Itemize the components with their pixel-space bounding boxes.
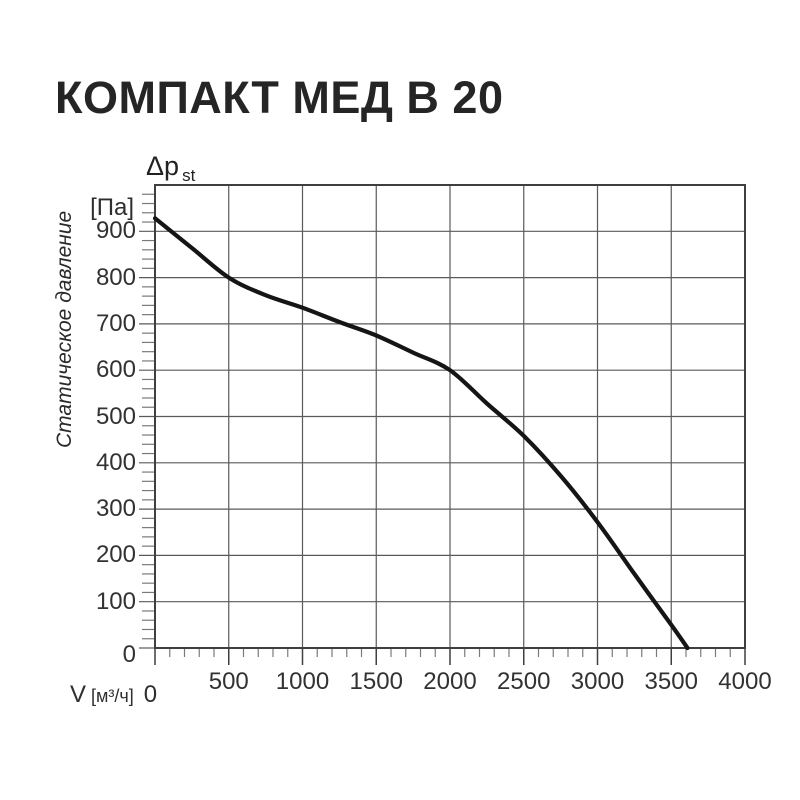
plot-border bbox=[154, 184, 746, 649]
y-tick-label: 700 bbox=[95, 309, 136, 337]
x-tick-label: 4000 bbox=[718, 668, 772, 695]
x-tick-label: 2500 bbox=[497, 668, 551, 695]
pressure-curve bbox=[152, 216, 690, 651]
page-title: КОМПАКТ МЕД В 20 bbox=[55, 72, 504, 123]
y-axis-symbol: Δp st bbox=[146, 151, 195, 186]
y-tick-label: 500 bbox=[95, 402, 136, 430]
curve-path bbox=[152, 216, 690, 651]
y-tick-label: 300 bbox=[95, 495, 136, 523]
x-tick-label: 2000 bbox=[423, 668, 477, 695]
x-tick-label: 500 bbox=[208, 668, 249, 695]
axis-minor-ticks bbox=[142, 193, 731, 657]
y-tick-label: 100 bbox=[95, 587, 136, 615]
delta-p-subscript: st bbox=[182, 166, 196, 186]
grid-major-lines bbox=[139, 185, 745, 649]
y-axis-unit-label: [Па] bbox=[90, 194, 134, 221]
x-tick-label-zero: 0 bbox=[143, 681, 158, 708]
y-tick-label: 800 bbox=[95, 263, 136, 291]
x-tick-label: 3500 bbox=[644, 668, 698, 695]
y-tick-label: 400 bbox=[95, 448, 136, 476]
x-tick-label: 1500 bbox=[349, 668, 403, 695]
y-tick-label: 0 bbox=[122, 641, 136, 668]
x-tick-label: 3000 bbox=[570, 668, 625, 695]
x-axis-unit-label: [м³/ч] bbox=[91, 686, 134, 706]
delta-p-label: Δp bbox=[146, 151, 180, 181]
y-tick-label: 600 bbox=[95, 356, 136, 384]
y-tick-label: 200 bbox=[95, 541, 136, 569]
x-axis-symbol: V bbox=[70, 681, 87, 708]
x-tick-label: 1000 bbox=[275, 668, 330, 695]
axis-major-ticks bbox=[154, 648, 746, 665]
x-axis-title: V [м³/ч] 0 bbox=[70, 681, 157, 709]
y-tick-label: 900 bbox=[95, 217, 136, 245]
